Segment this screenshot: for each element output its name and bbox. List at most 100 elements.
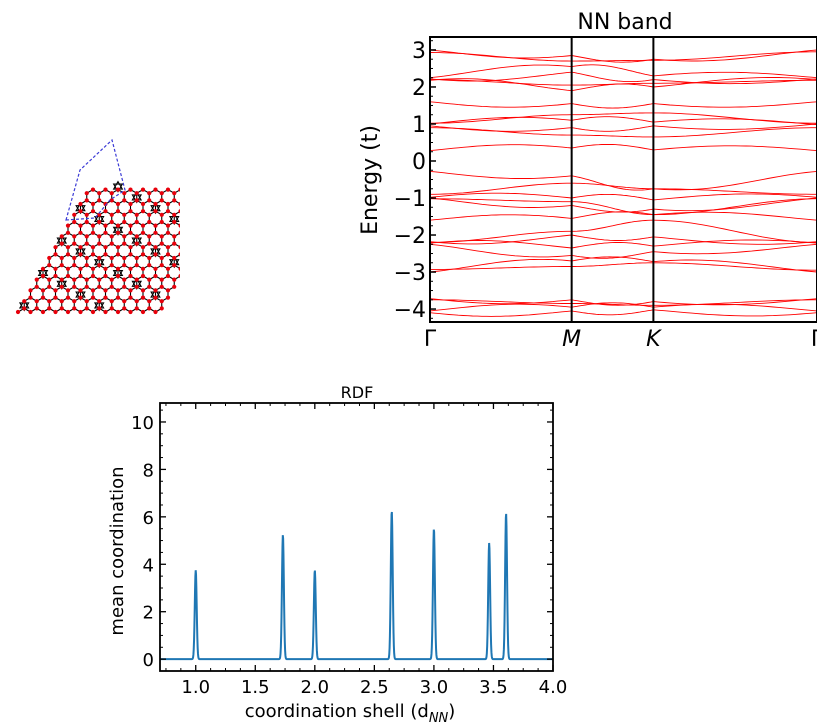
lattice-atom (85, 299, 89, 303)
lattice-atom (35, 299, 39, 303)
lattice-atom (47, 256, 51, 260)
lattice-atom (78, 310, 82, 314)
lattice-atom (85, 306, 89, 310)
rdf-y-tick-label: 8 (143, 460, 154, 481)
lattice-atom (122, 256, 126, 260)
lattice-atom (60, 242, 64, 246)
kpath-label: K (646, 327, 662, 352)
rdf-x-tick-label: 1.5 (241, 677, 270, 698)
lattice-atom (53, 274, 57, 278)
lattice-atom (122, 213, 126, 217)
lattice-atom (41, 296, 45, 300)
lattice-atom (128, 209, 132, 213)
rdf-plot-frame (160, 403, 553, 671)
lattice-atom (160, 198, 164, 202)
lattice-atom (153, 310, 157, 314)
band-y-tick-label: 3 (412, 39, 426, 64)
lattice-atom (60, 299, 64, 303)
lattice-atom (147, 299, 151, 303)
band-line (430, 65, 817, 78)
lattice-atom (60, 234, 64, 238)
band-line (430, 299, 817, 306)
lattice-atom (66, 288, 70, 292)
lattice-atom (141, 209, 145, 213)
lattice-atom (135, 306, 139, 310)
lattice-atom (141, 231, 145, 235)
lattice-atom (28, 296, 32, 300)
lattice-atom (110, 299, 114, 303)
rdf-y-tick-label: 4 (143, 555, 154, 576)
kpath-label: Γ (811, 327, 817, 352)
lattice-atom (53, 288, 57, 292)
unit-cell-outline (66, 140, 125, 220)
lattice-atom (128, 224, 132, 228)
lattice-atom (66, 224, 70, 228)
lattice-atom (116, 288, 120, 292)
lattice-atom (66, 231, 70, 235)
lattice-atom (91, 202, 95, 206)
lattice-atom (78, 245, 82, 249)
lattice-atom (166, 202, 170, 206)
lattice-atom (91, 252, 95, 256)
rdf-y-axis-label: mean coordination (107, 466, 128, 635)
band-y-tick-label: 0 (412, 150, 426, 175)
lattice-atom (78, 296, 82, 300)
rdf-x-tick-label: 4.0 (539, 677, 568, 698)
lattice-atom (147, 198, 151, 202)
lattice-atom (153, 274, 157, 278)
lattice-atom (97, 299, 101, 303)
band-line (430, 144, 817, 150)
lattice-atom (97, 256, 101, 260)
lattice-atom (97, 263, 101, 267)
band-structure-chart: NN band Energy (t) −4−3−2−10123ΓMKΓ (345, 0, 817, 355)
lattice-atom (72, 306, 76, 310)
lattice-atom (122, 306, 126, 310)
lattice-atom (122, 278, 126, 282)
lattice-structure-figure (0, 40, 180, 330)
lattice-atom (103, 231, 107, 235)
lattice-atom (110, 234, 114, 238)
lattice-atom (135, 234, 139, 238)
lattice-atom (147, 285, 151, 289)
lattice-atom (110, 256, 114, 260)
lattice-atom (53, 310, 57, 314)
lattice-atom (160, 285, 164, 289)
lattice-atom (166, 209, 170, 213)
lattice-atom (141, 245, 145, 249)
lattice-atom (128, 267, 132, 271)
lattice-atom (116, 202, 120, 206)
lattice-atom (103, 224, 107, 228)
lattice-atom (97, 285, 101, 289)
lattice-atom (172, 242, 176, 246)
lattice-atom (135, 213, 139, 217)
lattice-atom (172, 220, 176, 224)
lattice-atom (160, 299, 164, 303)
lattice-atom (135, 198, 139, 202)
lattice-atom (103, 274, 107, 278)
lattice-atom (153, 209, 157, 213)
lattice-atom (116, 245, 120, 249)
lattice-atom (166, 296, 170, 300)
lattice-atom (103, 288, 107, 292)
lattice-atom (97, 198, 101, 202)
lattice-atom (91, 245, 95, 249)
lattice-atom (41, 288, 45, 292)
band-line (430, 78, 817, 91)
lattice-atom (128, 188, 132, 192)
lattice-atom (91, 274, 95, 278)
lattice-atom (116, 231, 120, 235)
lattice-atom (66, 245, 70, 249)
rdf-chart: RDF mean coordination coordination shell… (95, 375, 595, 725)
lattice-atom (103, 296, 107, 300)
lattice-atom (97, 278, 101, 282)
lattice-atom (141, 296, 145, 300)
lattice-atom (141, 274, 145, 278)
rdf-y-tick-label: 6 (143, 508, 154, 529)
lattice-atom (47, 278, 51, 282)
lattice-atom (135, 242, 139, 246)
lattice-atom (135, 285, 139, 289)
lattice-atom (72, 242, 76, 246)
lattice-atom (60, 285, 64, 289)
lattice-atom (135, 191, 139, 195)
lattice-atom (72, 220, 76, 224)
